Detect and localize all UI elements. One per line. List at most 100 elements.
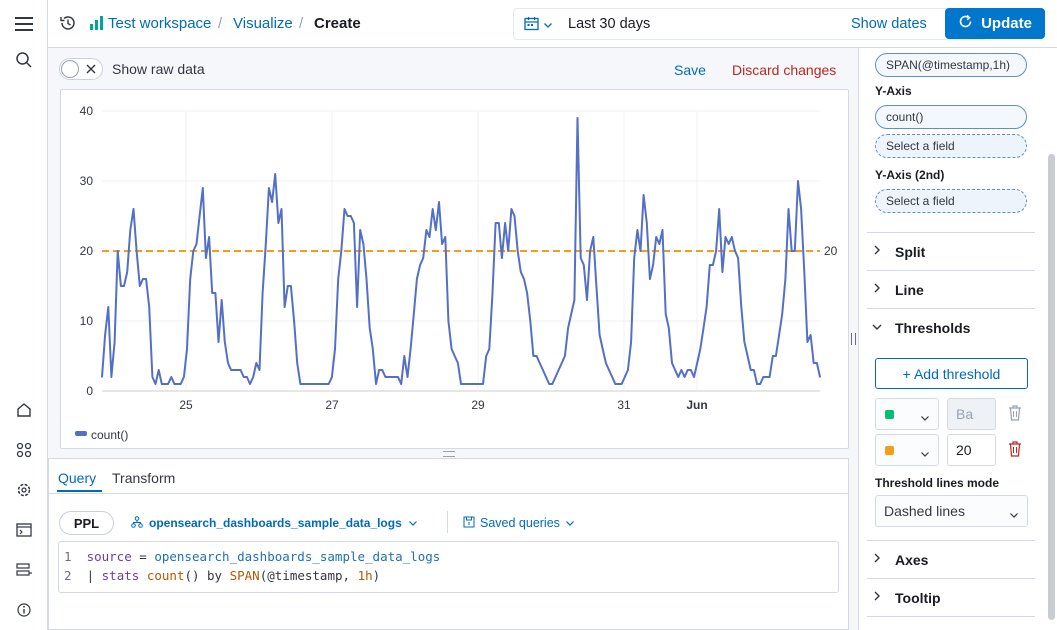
data-point	[595, 285, 598, 287]
data-point	[202, 187, 204, 189]
toggle-knob	[61, 60, 79, 78]
data-point	[753, 369, 755, 371]
threshold-color-picker[interactable]	[875, 434, 939, 466]
y-axis-field-select[interactable]: Select a field	[875, 134, 1027, 158]
breadcrumb-workspace[interactable]: Test workspace	[108, 15, 212, 32]
data-point	[390, 376, 393, 378]
info-icon[interactable]	[14, 600, 34, 620]
data-point	[139, 285, 141, 287]
data-point	[696, 362, 698, 364]
console-icon[interactable]	[14, 520, 34, 540]
index-name: opensearch_dashboards_sample_data_logs	[149, 516, 402, 530]
data-point	[406, 376, 409, 378]
settings-gear-icon[interactable]	[14, 480, 34, 500]
section-line[interactable]: Line	[867, 271, 1035, 309]
tab-transform[interactable]: Transform	[112, 470, 176, 486]
active-tab-indicator	[57, 490, 102, 492]
close-icon	[85, 62, 97, 78]
data-point	[220, 299, 223, 301]
code-token: stats	[101, 568, 140, 583]
discard-changes-button[interactable]: Discard changes	[732, 62, 837, 78]
workspace-icon	[89, 15, 105, 34]
panel-scrollbar[interactable]	[1048, 154, 1055, 620]
quick-select-button[interactable]	[524, 16, 553, 34]
data-point	[258, 369, 261, 371]
apps-icon[interactable]	[14, 440, 34, 460]
section-split[interactable]: Split	[867, 233, 1035, 271]
recent-history-icon[interactable]	[59, 14, 77, 35]
code-token: ()	[184, 568, 208, 583]
data-point	[526, 292, 528, 294]
code-token: 1h	[357, 568, 373, 583]
data-point	[627, 369, 629, 371]
trash-icon[interactable]	[1007, 404, 1023, 425]
section-axes[interactable]: Axes	[867, 541, 1035, 579]
saved-queries-button[interactable]: Saved queries	[463, 515, 575, 531]
y-axis-field-pill[interactable]: count()	[875, 105, 1027, 129]
data-point	[419, 264, 421, 266]
data-point	[334, 348, 336, 350]
search-icon[interactable]	[14, 50, 34, 70]
show-dates-link[interactable]: Show dates	[851, 16, 927, 32]
update-button[interactable]: Update	[945, 8, 1045, 39]
legend-label[interactable]: count()	[91, 428, 128, 442]
data-point	[359, 229, 362, 231]
data-point	[208, 236, 210, 238]
legend-swatch	[75, 431, 87, 436]
data-point	[236, 369, 239, 371]
chevron-down-icon	[871, 321, 885, 336]
section-tooltip[interactable]: Tooltip	[867, 579, 1035, 617]
data-point	[299, 383, 302, 385]
data-point	[447, 320, 450, 322]
add-threshold-button[interactable]: + Add threshold	[875, 358, 1028, 389]
menu-icon[interactable]	[14, 14, 34, 34]
horizontal-resize-handle[interactable]	[443, 451, 455, 457]
x-tick-label: 31	[617, 398, 631, 412]
vertical-resize-handle[interactable]	[851, 333, 856, 345]
y-axis-2nd-field-select[interactable]: Select a field	[875, 189, 1027, 213]
query-editor[interactable]: 1 source = opensearch_dashboards_sample_…	[58, 541, 839, 593]
y-tick-label: 10	[80, 314, 94, 328]
data-point	[523, 278, 525, 280]
threshold-value-input[interactable]: 20	[947, 434, 996, 466]
raw-data-toggle[interactable]	[59, 58, 103, 80]
data-point	[189, 278, 191, 280]
breadcrumb-visualize[interactable]: Visualize	[233, 15, 293, 32]
data-point	[772, 355, 774, 357]
data-point	[107, 306, 110, 308]
code-token: =	[131, 549, 155, 564]
threshold-color-picker[interactable]	[875, 398, 939, 430]
x-axis-field-pill[interactable]: SPAN(@timestamp,1h)	[875, 53, 1027, 77]
home-icon[interactable]	[14, 400, 34, 420]
index-selector[interactable]: opensearch_dashboards_sample_data_logs	[131, 515, 418, 531]
threshold-lines-mode-select[interactable]: Dashed lines	[875, 495, 1028, 527]
data-point	[614, 383, 617, 385]
tab-query[interactable]: Query	[58, 470, 97, 486]
section-thresholds[interactable]: Thresholds	[867, 309, 1035, 347]
data-point	[321, 383, 324, 385]
data-point	[255, 362, 258, 364]
trash-icon[interactable]	[1007, 440, 1023, 461]
divider	[867, 232, 1035, 233]
data-point	[394, 376, 396, 378]
data-point	[743, 341, 746, 343]
data-point	[104, 334, 106, 336]
save-button[interactable]: Save	[674, 62, 706, 78]
data-point	[797, 180, 799, 182]
data-point	[453, 355, 456, 357]
data-point	[469, 383, 472, 385]
data-point	[293, 320, 295, 322]
data-point	[356, 306, 358, 308]
data-point	[749, 369, 752, 371]
threshold-value-input[interactable]: Ba	[947, 398, 996, 430]
query-language-badge[interactable]: PPL	[59, 511, 114, 535]
data-sources-icon[interactable]	[14, 560, 34, 580]
data-point	[548, 383, 550, 385]
data-point	[463, 383, 465, 385]
data-point	[431, 208, 434, 210]
date-range-value[interactable]: Last 30 days	[568, 16, 651, 32]
data-point	[186, 348, 188, 350]
data-point	[318, 383, 321, 385]
data-point	[287, 285, 289, 287]
data-point	[809, 334, 812, 336]
